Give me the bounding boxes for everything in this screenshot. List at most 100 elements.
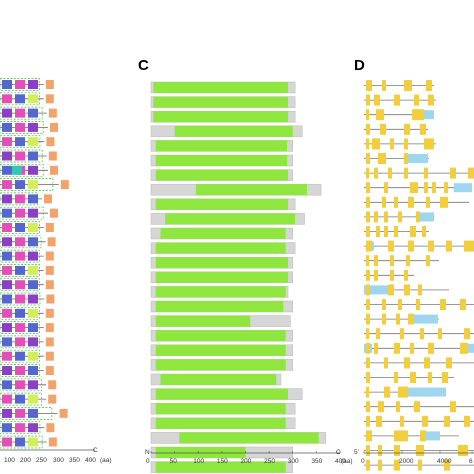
exon-block — [366, 357, 370, 369]
motif-block — [15, 308, 25, 318]
motif-block — [46, 423, 55, 433]
motif-block — [59, 408, 68, 418]
exon-block — [442, 372, 448, 383]
motif-block — [15, 337, 25, 347]
exon-block — [404, 138, 408, 150]
motif-dashed-box — [0, 249, 40, 263]
motif-dashed-box — [0, 221, 40, 234]
exon-block — [394, 445, 400, 456]
motif-block — [2, 337, 12, 347]
conserved-domain — [174, 125, 293, 137]
motif-block — [48, 394, 57, 404]
motif-block — [15, 323, 25, 333]
motif-block — [15, 251, 25, 261]
motif-block — [15, 223, 25, 232]
motif-block — [15, 280, 25, 290]
exon-block — [404, 269, 408, 281]
exon-block — [446, 357, 452, 369]
conserved-domain — [179, 432, 319, 444]
exon-block — [374, 211, 378, 223]
exon-block — [394, 94, 400, 106]
motif-block — [2, 294, 12, 304]
motif-block — [45, 308, 54, 318]
exon-block — [378, 459, 382, 471]
motif-block — [15, 394, 25, 404]
motif-block — [28, 180, 38, 190]
motif-dashed-box — [0, 349, 40, 363]
utr-block — [420, 212, 434, 222]
motif-block — [44, 194, 52, 204]
exon-block — [458, 445, 468, 456]
conserved-domain — [153, 111, 289, 123]
exon-block — [418, 284, 422, 296]
motif-dashed-box — [0, 292, 41, 306]
motif-block — [15, 108, 25, 118]
motif-block — [28, 265, 38, 275]
motif-block — [2, 423, 12, 433]
exon-block — [410, 182, 418, 194]
motif-dashed-box — [0, 321, 40, 334]
conserved-domain — [160, 374, 277, 385]
exon-block — [388, 284, 394, 296]
exon-block — [380, 123, 386, 135]
exon-block — [400, 328, 404, 340]
exon-block — [394, 196, 398, 208]
exon-block — [366, 123, 370, 135]
motif-block — [45, 337, 54, 347]
motif-block — [28, 380, 38, 390]
exon-block — [382, 196, 386, 208]
exon-block — [378, 401, 384, 413]
exon-block — [464, 415, 470, 427]
panel-b-tick: 300 — [53, 457, 64, 464]
motif-block — [45, 351, 54, 361]
exon-block — [444, 182, 448, 194]
motif-block — [2, 366, 12, 375]
exon-block — [366, 211, 370, 223]
utr-block — [424, 110, 434, 120]
motif-block — [28, 94, 38, 104]
panel-d-tick-label: 4000 — [437, 458, 452, 465]
motif-block — [2, 380, 12, 390]
motif-dashed-box — [0, 392, 42, 406]
exon-block — [394, 226, 398, 237]
motif-block — [28, 437, 38, 447]
exon-block — [366, 386, 369, 398]
exon-block — [366, 226, 370, 237]
motif-block — [15, 151, 25, 161]
panel-c-tick-label: 100 — [193, 458, 204, 465]
exon-block — [426, 255, 430, 267]
motif-block — [2, 94, 12, 104]
motif-block — [15, 122, 25, 132]
motif-block — [15, 351, 25, 361]
exon-block — [374, 255, 378, 267]
exon-block — [382, 80, 386, 91]
domain-panel-c: 0 50 100 150 200 250 300 350 400(aa) N C — [145, 81, 353, 473]
motif-block — [50, 122, 58, 132]
motif-block — [60, 180, 69, 190]
motif-block — [46, 294, 55, 304]
exon-block — [366, 415, 370, 427]
exon-block — [440, 196, 448, 208]
motif-dashed-box — [0, 435, 43, 449]
motif-dashed-box — [0, 135, 41, 149]
exon-block — [366, 167, 369, 179]
exon-block — [424, 138, 434, 150]
exon-block — [418, 459, 422, 471]
exon-block — [428, 94, 434, 106]
panel-c-tick-label: 150 — [217, 458, 228, 465]
motif-block — [2, 208, 12, 218]
exon-block — [366, 459, 370, 471]
motif-block — [2, 108, 12, 118]
motif-block — [45, 366, 54, 375]
motif-panel-b — [0, 78, 69, 449]
exon-block — [408, 196, 414, 208]
motif-block — [15, 423, 25, 433]
panel-b-tick: 200 — [20, 457, 31, 464]
exon-block — [410, 342, 414, 354]
motif-dashed-box — [0, 149, 43, 163]
motif-block — [28, 165, 38, 175]
exon-block — [420, 328, 424, 340]
panel-b-axis: 100 200 250 300 350 400 (aa) C — [0, 447, 112, 464]
utr-block — [408, 154, 428, 163]
exon-block — [396, 313, 400, 325]
